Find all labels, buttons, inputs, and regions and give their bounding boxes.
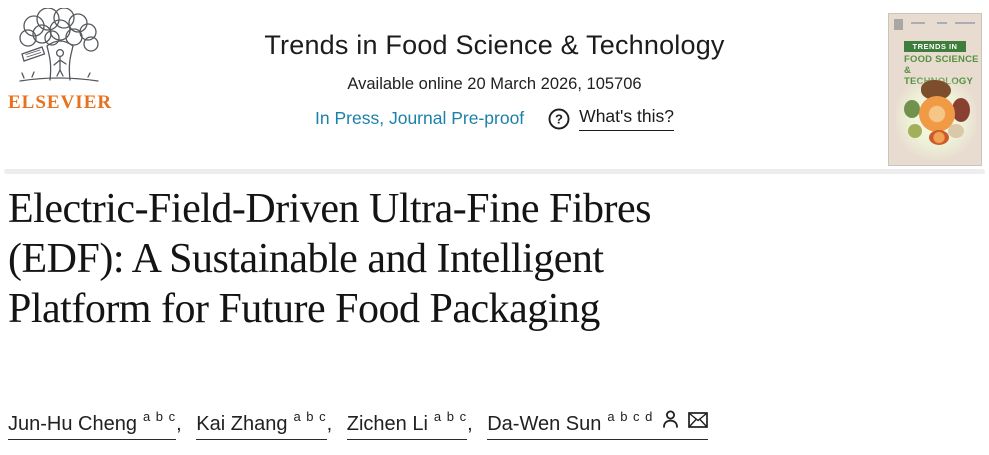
in-press-link[interactable]: In Press, Journal Pre-proof: [315, 108, 525, 128]
available-online-text: Available online 20 March 2026, 105706: [347, 75, 642, 93]
header-divider: [4, 169, 985, 174]
cover-meta-bar: [955, 22, 975, 24]
author-list: Jun-Hu Cheng a b c, Kai Zhang a b c, Ziche…: [8, 409, 717, 440]
envelope-icon[interactable]: [688, 411, 709, 428]
article-title-line: (EDF): A Sustainable and Intelligent: [8, 236, 604, 282]
cover-food-blob: [948, 124, 964, 138]
article-title: Electric-Field-Driven Ultra-Fine Fibres …: [8, 184, 908, 334]
journal-cover-thumbnail[interactable]: TRENDS IN FOOD SCIENCE & TECHNOLOGY: [888, 13, 982, 166]
author-link[interactable]: Kai Zhang a b c: [196, 409, 327, 440]
journal-header: Trends in Food Science & Technology Avai…: [120, 0, 869, 131]
journal-title-link[interactable]: Trends in Food Science & Technology: [264, 30, 725, 60]
whats-this-link[interactable]: ? What's this?: [548, 106, 674, 131]
status-row: In Press, Journal Pre-proof ? What's thi…: [120, 106, 869, 131]
author-name[interactable]: Kai Zhang: [196, 413, 288, 435]
author-link[interactable]: Zichen Li a b c: [346, 409, 468, 440]
author-affiliation-sup: a b c: [433, 409, 468, 424]
cover-meta-bar: [937, 22, 947, 24]
cover-trends-band: TRENDS IN: [904, 41, 966, 52]
cover-food-blob: [904, 100, 920, 118]
author-name[interactable]: Da-Wen Sun: [487, 413, 602, 435]
author-name[interactable]: Zichen Li: [346, 413, 428, 435]
cover-mini-logo-icon: [894, 19, 903, 30]
person-icon[interactable]: [662, 410, 679, 429]
author-link-corresponding[interactable]: Da-Wen Sun a b c d: [487, 409, 709, 440]
whats-this-label[interactable]: What's this?: [579, 106, 674, 131]
author-icons: [662, 410, 709, 429]
cover-food-blob: [908, 124, 922, 138]
author-link[interactable]: Jun-Hu Cheng a b c: [8, 409, 177, 440]
author-name[interactable]: Jun-Hu Cheng: [8, 413, 137, 435]
elsevier-wordmark: ELSEVIER: [8, 92, 113, 113]
cover-food-globe-image: [896, 76, 976, 160]
cover-title-line1: FOOD SCIENCE: [904, 54, 979, 65]
author-affiliation-sup: a b c: [142, 409, 177, 424]
author-separator: ,: [176, 413, 182, 435]
author-separator: ,: [467, 413, 473, 435]
author-affiliation-sup: a b c: [293, 409, 327, 424]
article-title-line: Electric-Field-Driven Ultra-Fine Fibres: [8, 186, 651, 232]
cover-food-blob: [921, 80, 951, 100]
author-affiliation-sup: a b c d: [607, 409, 654, 424]
cover-orange-slice: [919, 96, 955, 132]
author-separator: ,: [326, 413, 333, 435]
question-circle-icon[interactable]: ?: [548, 108, 570, 130]
elsevier-logo[interactable]: ELSEVIER: [8, 8, 113, 114]
elsevier-tree-icon: [19, 8, 99, 82]
cover-food-blob: [929, 130, 949, 145]
cover-food-blob: [952, 98, 970, 122]
cover-meta-bar: [911, 22, 925, 24]
svg-text:?: ?: [555, 111, 563, 126]
article-title-line: Platform for Future Food Packaging: [8, 286, 600, 332]
